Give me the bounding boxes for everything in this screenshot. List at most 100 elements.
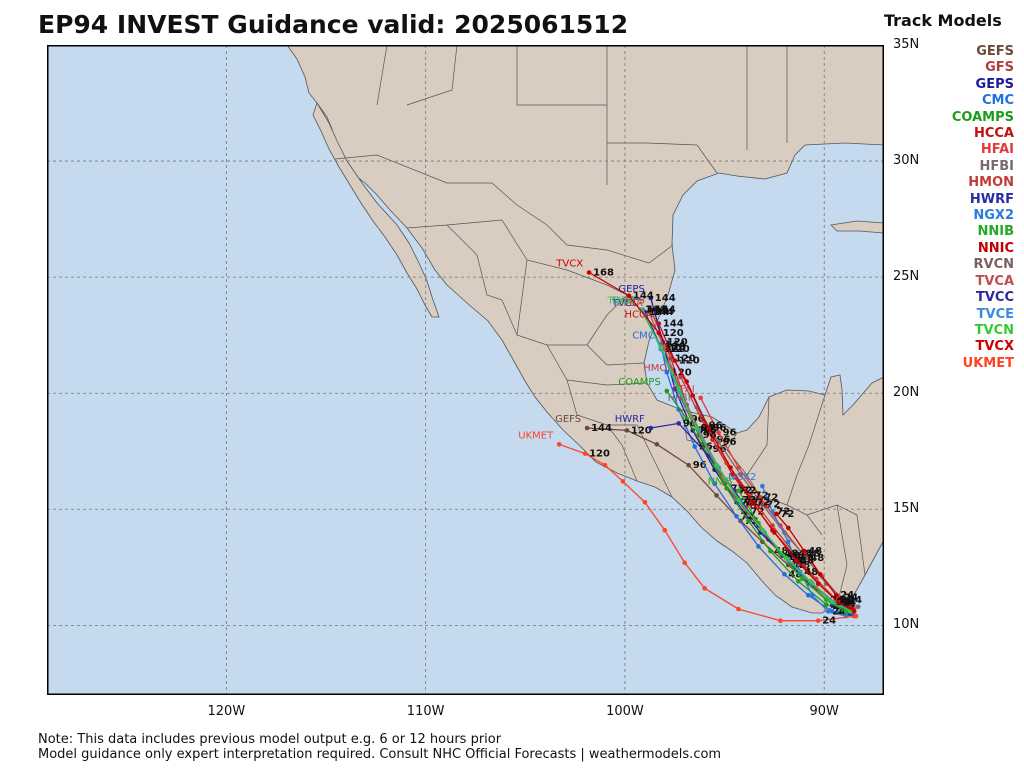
legend-item-tvca: TVCA [975, 273, 1014, 289]
track-point [656, 330, 662, 336]
lon-label: 90W [809, 704, 839, 719]
forecast-hour-label: 120 [679, 356, 700, 367]
track-line [588, 271, 855, 612]
track-point [714, 493, 719, 498]
track-point [682, 560, 687, 565]
track-point [714, 462, 719, 468]
forecast-hour-label: 48 [810, 553, 824, 564]
forecast-hour-label: 48 [792, 560, 806, 571]
state-borders [334, 45, 866, 606]
forecast-hour-label: 96 [697, 425, 711, 436]
track-line [737, 490, 847, 612]
track-point [706, 425, 711, 431]
track-point [702, 423, 707, 429]
track-point [758, 495, 763, 501]
track-point [746, 518, 751, 524]
forecast-hour-label: 96 [723, 428, 737, 439]
track-point [624, 428, 630, 433]
track-point [736, 606, 741, 612]
track-point [724, 486, 729, 491]
forecast-hour-label: 48 [806, 548, 820, 559]
legend-item-nnib: NNIB [977, 224, 1014, 240]
track-point [825, 609, 831, 614]
legend-item-gefs: GEFS [976, 44, 1014, 59]
track-point [810, 592, 815, 598]
track-end-label: HFAI [673, 384, 695, 395]
forecast-hour-label: 144 [655, 293, 676, 304]
track-point [702, 585, 707, 591]
track-point [686, 462, 691, 468]
forecast-hour-label: 48 [792, 555, 806, 566]
legend-item-hfbi: HFBI [979, 158, 1014, 174]
legend-item-hcca: HCCA [973, 126, 1014, 142]
track-point [556, 442, 562, 447]
legend-item-coamps: COAMPS [951, 109, 1014, 125]
forecast-hour-label: 48 [792, 555, 806, 566]
forecast-hour-label: 96 [691, 414, 705, 425]
legend-item-geps: GEPS [975, 76, 1014, 92]
track-point [716, 430, 721, 436]
track-line [775, 513, 853, 610]
track-point [658, 344, 664, 350]
lon-label: 100W [606, 704, 644, 719]
forecast-hour-label: 72 [743, 486, 757, 497]
legend-item-ukmet: UKMET [962, 355, 1014, 371]
track-point [662, 346, 668, 352]
track-point [648, 295, 654, 301]
lat-label: 25N [893, 269, 920, 285]
forecast-hour-label: 72 [757, 497, 771, 508]
track-end-label: NGX2 [728, 472, 756, 483]
track-point [602, 462, 608, 468]
forecast-hour-label: 144 [649, 307, 670, 318]
legend-item-hmon: HMON [968, 175, 1014, 191]
legend-item-nnic: NNIC [977, 240, 1014, 256]
track-end-label: GFS [625, 296, 645, 307]
forecast-hour-label: 144 [653, 307, 674, 318]
lat-label: 15N [893, 501, 920, 517]
track-point [648, 425, 654, 431]
track-point [662, 527, 668, 533]
track-point [642, 500, 648, 505]
track-end-label: CMC [632, 331, 655, 342]
forecast-hour-label: 72 [755, 490, 769, 501]
track-end-label: GEPS [618, 284, 644, 295]
track-point [772, 530, 777, 535]
track-point [815, 581, 821, 586]
track-end-label: HWRF [615, 414, 645, 425]
track-point [774, 511, 779, 517]
forecast-hour-label: 120 [675, 353, 696, 364]
model-legend: GEFS GFS GEPS CMC COAMPS HCCA HFAI HFBI HMON HWRF… [952, 44, 1014, 372]
forecast-hour-label: 96 [703, 430, 717, 441]
track-point [786, 539, 791, 545]
track-end-label: TVCC [611, 298, 639, 309]
lat-label: 35N [893, 37, 920, 52]
forecast-hour-label: 96 [693, 460, 707, 471]
forecast-hour-label: 72 [780, 509, 794, 520]
legend-title: Track Models [884, 11, 1002, 30]
track-point [736, 488, 741, 494]
land-baja-california [312, 102, 440, 318]
track-point [833, 592, 839, 598]
track-point [664, 388, 670, 394]
track-point [750, 500, 755, 505]
track-end-label: TVCN [606, 296, 634, 307]
track-point [806, 592, 811, 598]
track-point [736, 465, 741, 470]
track-point [837, 595, 843, 600]
model-tracks: 24487296120144GEFS24487296120144GFS24487… [518, 259, 862, 627]
track-point [823, 602, 829, 607]
track-point [760, 502, 765, 507]
forecast-hour-label: 72 [766, 500, 780, 511]
track-end-label: HMON [643, 363, 675, 374]
legend-item-gfs: GFS [985, 60, 1014, 76]
lon-label: 110W [406, 704, 445, 719]
forecast-hour-label: 144 [655, 305, 676, 316]
forecast-hour-label: 120 [665, 344, 686, 355]
forecast-hour-label: 96 [683, 418, 697, 429]
land-us-mexico [47, 45, 884, 614]
note-line-2: Model guidance only expert interpretatio… [38, 747, 722, 762]
track-point [646, 309, 652, 315]
track-point [796, 579, 801, 584]
forecast-hour-label: 72 [764, 493, 778, 504]
forecast-hour-label: 96 [713, 423, 727, 434]
